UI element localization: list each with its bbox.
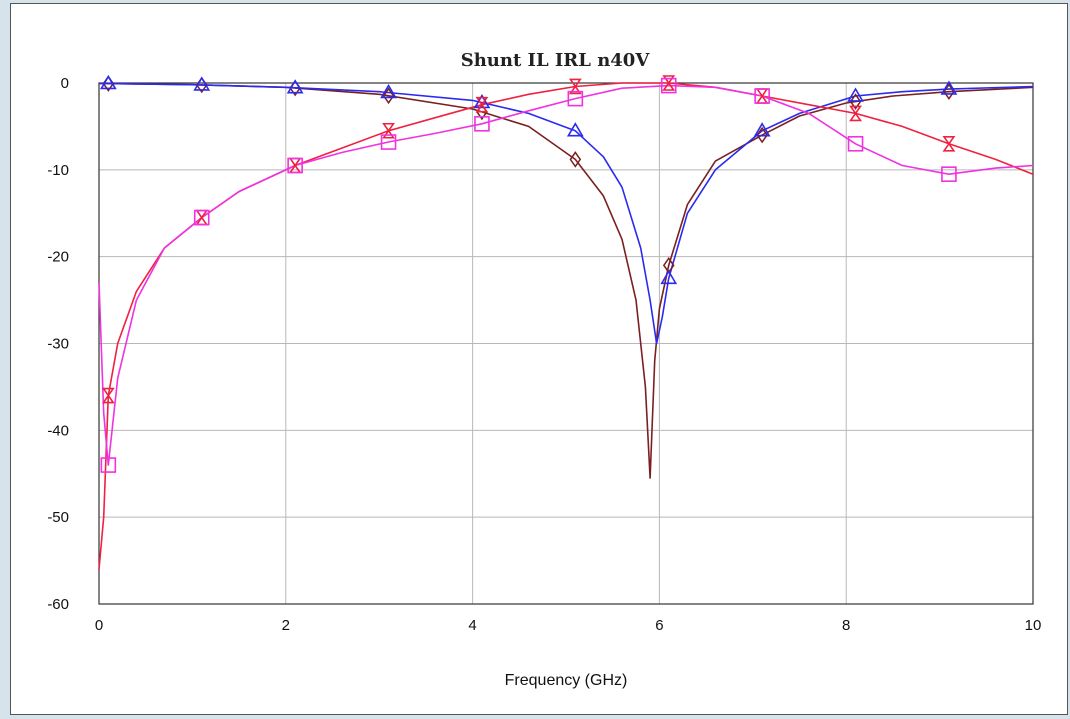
triangle-marker	[847, 87, 864, 102]
series-line	[98, 82, 1034, 479]
triangle-marker	[473, 93, 491, 109]
hourglass-marker	[101, 387, 115, 404]
square-marker	[287, 157, 303, 174]
chart-frame: Shunt IL IRL n40V 0 2 4 6 8 10 0 -10 -20 -30 -40 -5…	[10, 3, 1068, 715]
triangle-marker	[753, 122, 771, 137]
hourglass-marker	[475, 96, 489, 113]
triangle-marker	[380, 83, 397, 99]
y-tick-label: 0	[61, 75, 69, 92]
y-tick-label: -10	[47, 162, 69, 179]
square-marker	[474, 116, 490, 132]
x-tick-label: 6	[655, 617, 663, 634]
y-tick-label: -40	[47, 422, 69, 439]
triangle-marker	[286, 79, 304, 94]
square-marker	[193, 209, 210, 226]
x-tick-label: 8	[842, 617, 850, 634]
diamond-marker	[943, 83, 955, 100]
square-marker	[754, 88, 770, 104]
square-marker	[847, 135, 864, 152]
diamond-marker	[382, 87, 395, 105]
series-line	[98, 82, 1034, 345]
square-marker	[567, 90, 584, 107]
x-tick-label: 0	[95, 617, 103, 634]
y-tick-label: -30	[47, 336, 69, 353]
x-tick-label: 2	[282, 617, 290, 634]
hourglass-marker	[288, 157, 302, 174]
triangle-marker	[566, 122, 584, 137]
hourglass-marker	[942, 135, 956, 152]
hourglass-marker	[195, 209, 209, 226]
hourglass-marker	[568, 78, 582, 95]
hourglass-marker	[382, 122, 395, 139]
marker-layer	[99, 74, 958, 473]
x-tick-label: 4	[468, 617, 476, 634]
square-marker	[380, 134, 397, 150]
diamond-marker	[849, 93, 862, 110]
plot-border	[98, 82, 1034, 605]
tick-layer: 0 2 4 6 8 10 0 -10 -20 -30 -40 -50 -60	[47, 75, 1041, 634]
series-line	[98, 84, 1034, 466]
hourglass-marker	[662, 75, 676, 91]
x-tick-label: 10	[1025, 617, 1042, 634]
y-tick-label: -60	[47, 596, 69, 613]
square-marker	[660, 77, 677, 94]
square-marker	[100, 457, 117, 473]
diamond-marker	[756, 126, 768, 144]
triangle-marker	[99, 74, 117, 90]
chart-title: Shunt IL IRL n40V	[461, 50, 651, 71]
x-axis-label: Frequency (GHz)	[505, 672, 628, 689]
triangle-marker	[193, 76, 211, 91]
series-line	[98, 82, 1034, 570]
triangle-marker	[660, 269, 678, 285]
chart-canvas: Shunt IL IRL n40V 0 2 4 6 8 10 0 -10 -20 -30 -40 -5…	[47, 50, 1041, 689]
square-marker	[941, 166, 957, 182]
y-tick-label: -50	[47, 509, 69, 526]
triangle-marker	[940, 80, 958, 95]
diamond-marker	[569, 151, 582, 168]
hourglass-marker	[849, 105, 862, 122]
y-tick-label: -20	[47, 249, 69, 266]
series-layer	[98, 82, 1034, 570]
